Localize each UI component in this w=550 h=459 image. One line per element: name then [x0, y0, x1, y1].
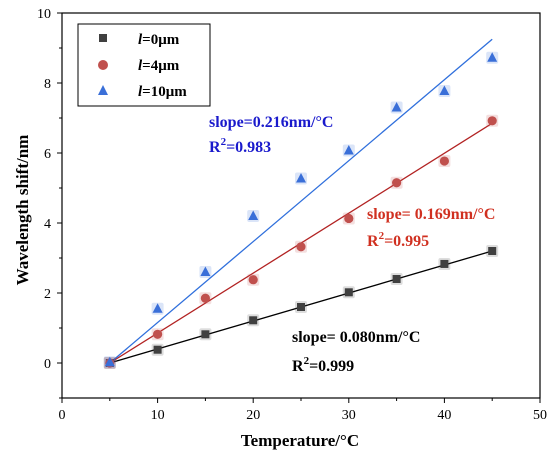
y-tick-label: 4 [44, 217, 51, 232]
x-tick-label: 50 [533, 408, 547, 423]
y-tick-label: 6 [44, 147, 51, 162]
legend-label-1: l=4μm [138, 58, 180, 74]
plot-area: 0 10 20 30 40 50 0 2 4 6 8 10 [37, 7, 547, 423]
y-tick-label: 2 [44, 287, 51, 302]
data-point-circle [248, 275, 258, 285]
fit-line-2 [109, 38, 493, 364]
data-point-square [249, 316, 258, 325]
data-point-triangle [391, 102, 402, 112]
y-tick-label: 0 [44, 357, 51, 372]
slope-label-10um: slope=0.216nm/°C [209, 114, 333, 131]
legend-marker-circle [98, 60, 108, 70]
data-point-circle [153, 329, 163, 339]
data-point-triangle [296, 173, 306, 183]
y-tick-label: 10 [37, 7, 51, 22]
y-tick-label: 8 [44, 77, 51, 92]
data-point-circle [392, 178, 402, 188]
r2-label-4um: R2=0.995 [367, 230, 429, 250]
data-point-square [392, 275, 401, 283]
y-axis-title: Wavelength shift/nm [13, 135, 32, 286]
data-point-triangle [248, 210, 259, 220]
data-point-square [488, 247, 497, 255]
legend-marker-square [99, 34, 107, 42]
data-point-square [201, 330, 210, 339]
data-point-square [440, 259, 449, 268]
legend-label-0: l=0μm [138, 32, 180, 48]
data-point-circle [344, 213, 354, 224]
data-point-circle [439, 156, 449, 166]
data-point-triangle [439, 85, 450, 96]
data-point-triangle [200, 266, 211, 276]
x-axis-title: Temperature/°C [241, 431, 359, 450]
data-point-circle [487, 116, 497, 126]
legend-label-2: l=10μm [138, 84, 187, 100]
slope-label-4um: slope= 0.169nm/°C [367, 206, 495, 223]
x-tick-label: 30 [342, 408, 356, 423]
data-point-triangle [487, 52, 498, 62]
data-point-square [153, 345, 162, 354]
legend-marker-triangle [98, 85, 108, 95]
data-point-triangle [104, 356, 115, 367]
x-tick-label: 10 [151, 408, 165, 423]
data-point-circle [296, 242, 306, 252]
r2-label-0um: R2=0.999 [292, 355, 354, 375]
data-point-triangle [152, 303, 163, 313]
data-point-square [297, 303, 305, 311]
data-point-square [344, 288, 353, 297]
legend: l=0μm l=4μm l=10μm [77, 23, 211, 107]
data-point-circle [200, 293, 210, 303]
data-point-triangle [343, 145, 354, 155]
x-tick-label: 20 [246, 408, 260, 423]
r2-label-10um: R2=0.983 [209, 136, 271, 156]
x-tick-label: 0 [59, 408, 66, 423]
x-tick-label: 40 [437, 408, 451, 423]
slope-label-0um: slope= 0.080nm/°C [292, 329, 420, 346]
